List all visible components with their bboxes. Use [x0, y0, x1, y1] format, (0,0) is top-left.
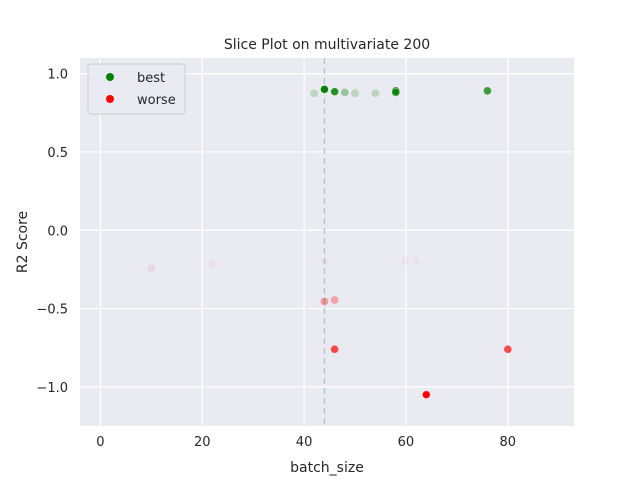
- y-axis-title: R2 Score: [15, 211, 31, 273]
- x-axis-title: batch_size: [290, 460, 364, 476]
- point-worse: [421, 390, 431, 400]
- point-best: [330, 87, 340, 97]
- tick-label-layer: 0 20 40 60 80 −1.0 −0.5 0.0 0.5 1.0: [36, 68, 516, 450]
- legend: best worse: [87, 63, 186, 115]
- point-worse: [320, 297, 329, 306]
- point-best: [309, 88, 319, 98]
- legend-marker-worse: [106, 95, 114, 103]
- point-worse: [503, 344, 513, 354]
- point-best: [370, 88, 380, 98]
- x-tick-label: 20: [194, 435, 211, 450]
- y-tick-label: 1.0: [47, 68, 68, 83]
- point-worse: [401, 256, 410, 265]
- plot-area-background: [80, 58, 574, 426]
- x-tick-label: 0: [96, 435, 104, 450]
- legend-marker-best: [106, 73, 114, 81]
- x-tick-label: 80: [500, 435, 517, 450]
- grid-layer: [80, 58, 574, 426]
- point-best: [350, 88, 360, 98]
- point-worse: [320, 258, 328, 266]
- point-worse: [412, 257, 420, 265]
- point-best: [391, 88, 401, 97]
- point-worse: [330, 344, 340, 354]
- y-tick-label: 0.5: [47, 146, 68, 161]
- point-worse: [146, 264, 156, 274]
- chart-title: Slice Plot on multivariate 200: [224, 37, 430, 53]
- x-tick-label: 40: [296, 435, 313, 450]
- point-best: [320, 84, 329, 94]
- point-best: [483, 86, 492, 96]
- legend-label-best: best: [137, 71, 165, 86]
- x-tick-label: 60: [398, 435, 415, 450]
- y-tick-label: 0.0: [47, 224, 68, 239]
- legend-label-worse: worse: [137, 93, 176, 108]
- point-worse: [330, 295, 340, 305]
- y-tick-label: −0.5: [36, 303, 68, 318]
- point-best: [340, 88, 350, 97]
- y-tick-label: −1.0: [36, 381, 68, 396]
- point-worse: [208, 259, 217, 268]
- points-layer: [146, 84, 513, 400]
